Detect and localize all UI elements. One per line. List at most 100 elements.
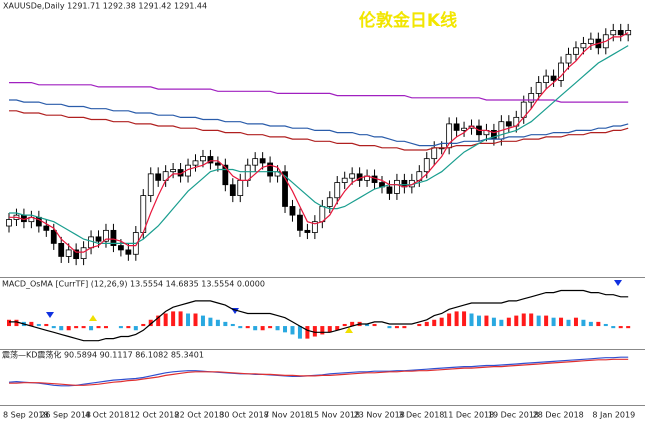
- candle-body: [386, 186, 393, 194]
- candle-body: [282, 171, 288, 207]
- signal-arrow: [345, 327, 353, 333]
- x-tick-label: 23 Nov 2018: [354, 411, 405, 420]
- histogram-bar: [439, 317, 444, 327]
- x-tick-label: 8 Sep 2018: [3, 411, 49, 420]
- histogram-bar: [223, 321, 228, 327]
- candle-body: [543, 75, 550, 83]
- histogram-bar: [506, 317, 511, 327]
- histogram-bar: [118, 326, 123, 329]
- candle-body: [147, 173, 154, 196]
- histogram-bar: [193, 313, 198, 327]
- candle-body: [304, 229, 311, 233]
- x-tick-label: 7 Nov 2018: [264, 411, 310, 420]
- histogram-bar: [491, 317, 496, 327]
- histogram-bar: [200, 315, 205, 327]
- candle-body: [80, 247, 87, 260]
- candle-body: [550, 75, 557, 81]
- candle-body: [297, 214, 303, 231]
- x-tick-label: 30 Oct 2018: [219, 411, 268, 420]
- histogram-bar: [596, 321, 601, 327]
- chart-title: 伦敦金日K线: [359, 10, 457, 31]
- candle-body: [565, 53, 572, 64]
- x-tick-label: 15 Nov 2018: [309, 411, 360, 420]
- histogram-bar: [432, 319, 437, 327]
- x-tick-label: 12 Oct 2018: [130, 411, 179, 420]
- candle-body: [617, 30, 624, 36]
- histogram-bar: [581, 319, 586, 327]
- histogram-bar: [163, 313, 168, 327]
- macd-label: MACD_OsMA [CurrTF] (12,26,9) 13.5554 14.…: [2, 280, 265, 289]
- histogram-bar: [551, 317, 556, 327]
- candle-body: [214, 162, 221, 166]
- histogram-bar: [603, 323, 608, 327]
- candle-body: [528, 93, 535, 103]
- moving-average-line: [9, 32, 629, 253]
- candle-body: [200, 156, 206, 162]
- candle-body: [192, 160, 199, 166]
- histogram-bar: [447, 313, 452, 327]
- histogram-bar: [618, 326, 623, 329]
- histogram-bar: [611, 326, 616, 329]
- histogram-bar: [208, 317, 213, 327]
- histogram-bar: [96, 326, 101, 329]
- candle-body: [394, 179, 400, 194]
- candle-body: [461, 127, 467, 131]
- histogram-bar: [626, 326, 631, 329]
- moving-average-line: [9, 99, 629, 147]
- candle-body: [73, 249, 80, 260]
- histogram-bar: [66, 326, 71, 331]
- candle-body: [341, 177, 348, 183]
- candle-body: [535, 82, 542, 94]
- histogram-bar: [74, 326, 79, 329]
- histogram-bar: [588, 321, 593, 327]
- histogram-bar: [365, 323, 370, 327]
- candle-body: [431, 147, 438, 160]
- candle-body: [229, 184, 236, 196]
- x-tick-label: 26 Sep 2018: [40, 411, 91, 420]
- histogram-bar: [215, 319, 220, 327]
- candle-body: [423, 158, 430, 173]
- histogram-bar: [394, 326, 399, 329]
- candle-body: [222, 164, 229, 186]
- moving-average-line: [9, 110, 629, 151]
- histogram-bar: [402, 326, 407, 329]
- candle-body: [65, 249, 72, 257]
- histogram-bar: [559, 317, 564, 327]
- histogram-bar: [350, 321, 355, 327]
- histogram-bar: [253, 326, 258, 331]
- histogram-bar: [238, 326, 243, 329]
- histogram-bar: [156, 315, 161, 327]
- histogram-bar: [186, 313, 191, 327]
- histogram-bar: [462, 311, 467, 327]
- histogram-bar: [387, 326, 392, 329]
- candle-body: [50, 229, 57, 244]
- histogram-bar: [312, 326, 317, 337]
- candle-body: [6, 219, 12, 227]
- x-tick-label: 3 Dec 2018: [398, 411, 444, 420]
- candle-body: [252, 158, 259, 166]
- symbol-label: XAUUSDe,Daily 1291.71 1292.38 1291.42 12…: [3, 2, 207, 11]
- candle-body: [558, 62, 564, 81]
- histogram-bar: [320, 326, 325, 335]
- candle-body: [334, 182, 341, 199]
- histogram-bar: [544, 315, 549, 327]
- histogram-bar: [521, 313, 526, 327]
- candle-body: [43, 225, 50, 231]
- x-tick-label: 4 Oct 2018: [85, 411, 129, 420]
- histogram-bar: [7, 319, 11, 327]
- candle-body: [349, 173, 356, 179]
- x-tick-label: 19 Dec 2018: [488, 411, 539, 420]
- candle-body: [289, 206, 296, 216]
- histogram-bar: [141, 323, 146, 327]
- histogram-bar: [305, 326, 310, 339]
- candle-body: [311, 221, 318, 233]
- histogram-bar: [372, 323, 377, 327]
- histogram-bar: [417, 323, 422, 327]
- candle-body: [95, 236, 102, 242]
- candle-body: [505, 121, 512, 127]
- histogram-bar: [103, 326, 108, 329]
- histogram-bar: [514, 315, 519, 327]
- candle-body: [237, 179, 244, 196]
- x-tick-label: 11 Dec 2018: [443, 411, 494, 420]
